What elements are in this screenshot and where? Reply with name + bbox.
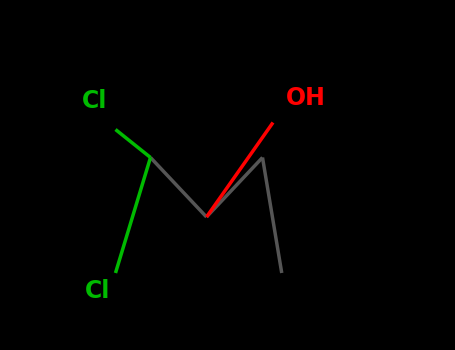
Text: OH: OH — [286, 86, 326, 110]
Text: Cl: Cl — [86, 279, 111, 302]
Text: Cl: Cl — [82, 90, 107, 113]
